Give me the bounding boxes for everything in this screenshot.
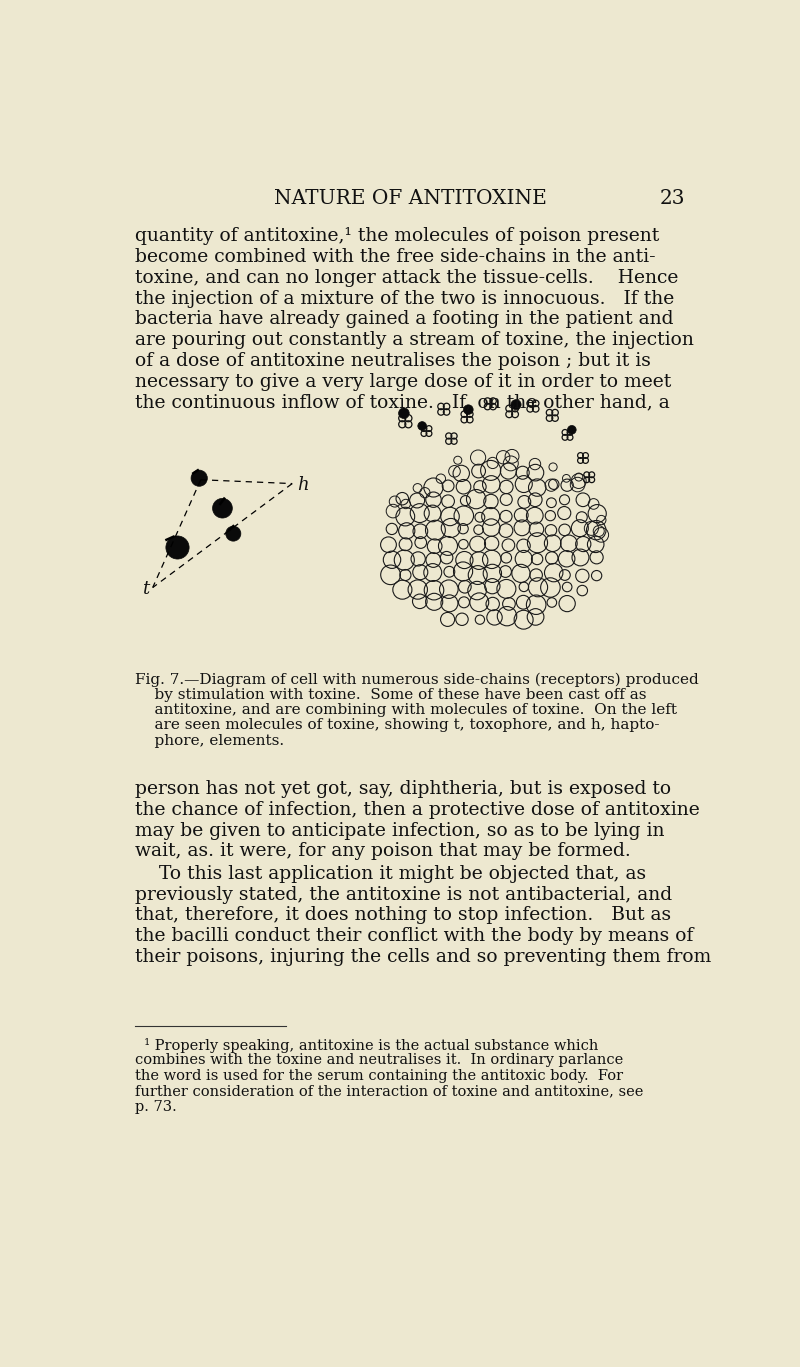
- Text: their poisons, injuring the cells and so preventing them from: their poisons, injuring the cells and so…: [135, 947, 711, 966]
- Text: by stimulation with toxine.  Some of these have been cast off as: by stimulation with toxine. Some of thes…: [135, 688, 646, 701]
- Circle shape: [398, 407, 410, 418]
- Text: further consideration of the interaction of toxine and antitoxine, see: further consideration of the interaction…: [135, 1084, 643, 1098]
- Text: become combined with the free side-chains in the anti-: become combined with the free side-chain…: [135, 247, 655, 267]
- Text: that, therefore, it does nothing to stop infection.   But as: that, therefore, it does nothing to stop…: [135, 906, 671, 924]
- Text: the injection of a mixture of the two is innocuous.   If the: the injection of a mixture of the two is…: [135, 290, 674, 308]
- Text: necessary to give a very large dose of it in order to meet: necessary to give a very large dose of i…: [135, 373, 671, 391]
- Text: ¹ Properly speaking, antitoxine is the actual substance which: ¹ Properly speaking, antitoxine is the a…: [135, 1038, 598, 1053]
- Text: To this last application it might be objected that, as: To this last application it might be obj…: [135, 865, 646, 883]
- Text: the word is used for the serum containing the antitoxic body.  For: the word is used for the serum containin…: [135, 1069, 623, 1083]
- Text: previously stated, the antitoxine is not antibacterial, and: previously stated, the antitoxine is not…: [135, 886, 672, 904]
- Circle shape: [191, 470, 207, 487]
- Text: are seen molecules of toxine, showing t, toxophore, and h, hapto-: are seen molecules of toxine, showing t,…: [135, 719, 659, 733]
- Circle shape: [213, 499, 232, 518]
- Text: of a dose of antitoxine neutralises the poison ; but it is: of a dose of antitoxine neutralises the …: [135, 351, 650, 370]
- Text: p. 73.: p. 73.: [135, 1099, 177, 1114]
- Text: Fig. 7.—Diagram of cell with numerous side-chains (receptors) produced: Fig. 7.—Diagram of cell with numerous si…: [135, 673, 698, 686]
- Circle shape: [166, 536, 189, 559]
- Text: h: h: [297, 476, 309, 493]
- Circle shape: [463, 405, 473, 414]
- Text: 23: 23: [660, 189, 685, 208]
- Text: bacteria have already gained a footing in the patient and: bacteria have already gained a footing i…: [135, 310, 674, 328]
- Circle shape: [567, 425, 576, 435]
- Text: phore, elements.: phore, elements.: [135, 734, 284, 748]
- Text: combines with the toxine and neutralises it.  In ordinary parlance: combines with the toxine and neutralises…: [135, 1054, 623, 1068]
- Text: antitoxine, and are combining with molecules of toxine.  On the left: antitoxine, and are combining with molec…: [135, 703, 677, 718]
- Text: t: t: [142, 580, 149, 599]
- Text: wait, as. it were, for any poison that may be formed.: wait, as. it were, for any poison that m…: [135, 842, 630, 860]
- Text: NATURE OF ANTITOXINE: NATURE OF ANTITOXINE: [274, 189, 546, 208]
- Circle shape: [226, 526, 241, 541]
- Text: person has not yet got, say, diphtheria, but is exposed to: person has not yet got, say, diphtheria,…: [135, 781, 671, 798]
- Text: the chance of infection, then a protective dose of antitoxine: the chance of infection, then a protecti…: [135, 801, 700, 819]
- Text: quantity of antitoxine,¹ the molecules of poison present: quantity of antitoxine,¹ the molecules o…: [135, 227, 659, 245]
- Text: may be given to anticipate infection, so as to be lying in: may be given to anticipate infection, so…: [135, 822, 664, 839]
- Text: the bacilli conduct their conflict with the body by means of: the bacilli conduct their conflict with …: [135, 927, 694, 945]
- Text: the continuous inflow of toxine.   If, on the other hand, a: the continuous inflow of toxine. If, on …: [135, 394, 670, 411]
- Circle shape: [418, 421, 426, 431]
- Text: toxine, and can no longer attack the tissue-cells.    Hence: toxine, and can no longer attack the tis…: [135, 269, 678, 287]
- Text: are pouring out constantly a stream of toxine, the injection: are pouring out constantly a stream of t…: [135, 331, 694, 349]
- Circle shape: [511, 399, 521, 410]
